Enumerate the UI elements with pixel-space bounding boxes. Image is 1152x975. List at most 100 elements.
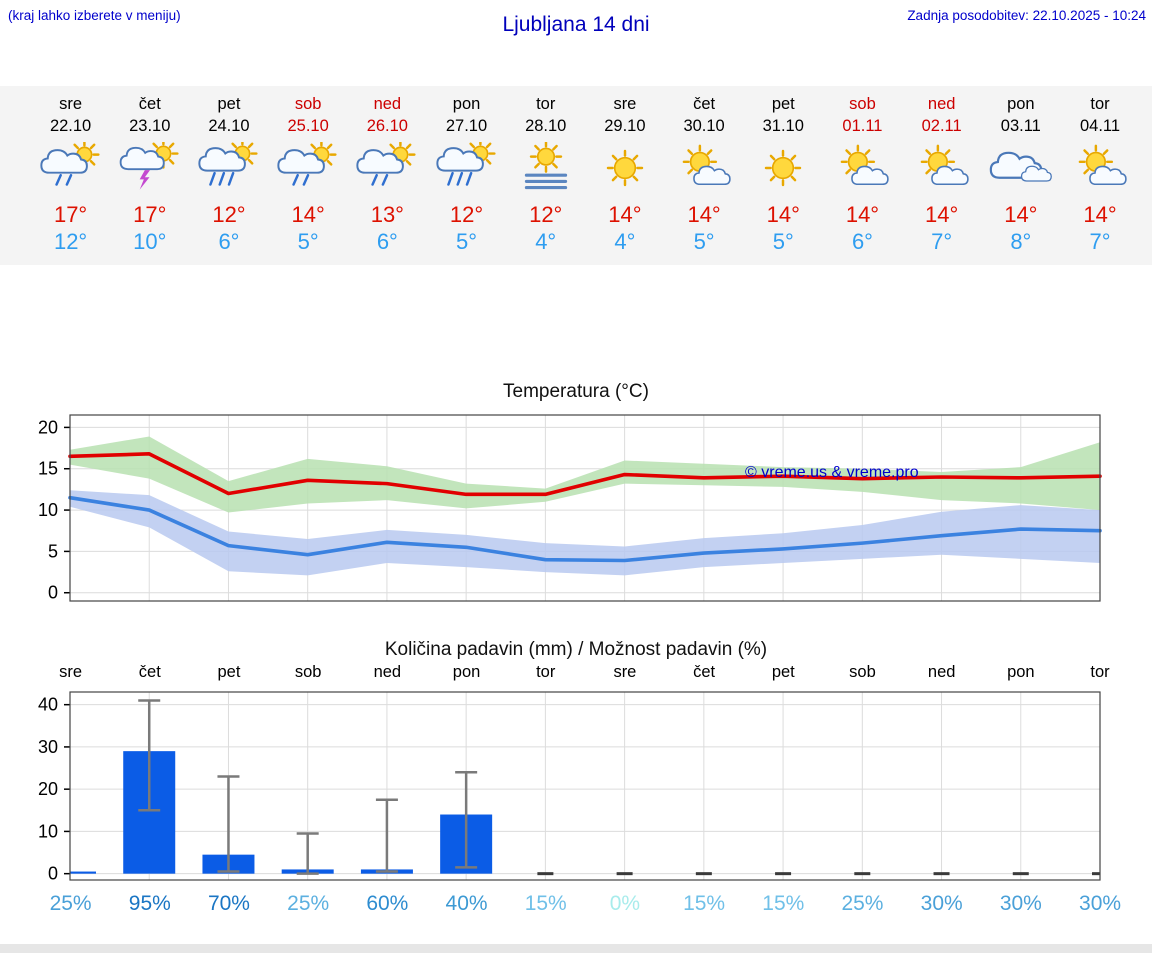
day-date: 29.10 — [604, 117, 646, 135]
precip-probability: 15% — [683, 892, 726, 915]
svg-text:0: 0 — [48, 864, 58, 884]
forecast-day[interactable]: pon 03.11 14° 8° — [981, 93, 1060, 255]
day-date: 28.10 — [525, 117, 567, 135]
sunny-icon — [585, 137, 664, 199]
precip-day-label: tor — [536, 663, 556, 681]
day-date: 01.11 — [842, 117, 883, 135]
page-title: Ljubljana 14 dni — [502, 13, 650, 36]
forecast-day[interactable]: sre 29.10 14° 4° — [585, 93, 664, 255]
sun-shower-icon — [269, 137, 348, 199]
precip-day-label: sre — [59, 663, 83, 681]
forecast-day[interactable]: ned 26.10 13° 6° — [348, 93, 427, 255]
forecast-day[interactable]: ned 02.11 14° 7° — [902, 93, 981, 255]
day-name: tor — [1090, 95, 1110, 113]
forecast-day[interactable]: tor 04.11 14° 7° — [1060, 93, 1139, 255]
temp-max: 14° — [687, 202, 721, 227]
forecast-day[interactable]: sre 22.10 17° 12° — [31, 93, 110, 255]
svg-text:20: 20 — [38, 779, 58, 799]
precip-probability: 15% — [524, 892, 567, 915]
day-date: 26.10 — [366, 117, 408, 135]
sun-thunderstorm-icon — [110, 137, 189, 199]
svg-text:20: 20 — [38, 417, 58, 437]
day-name: sre — [613, 95, 637, 113]
svg-text:10: 10 — [38, 500, 58, 520]
temperature-chart: 0 5 10 15 20 © vreme.us & vreme.pro — [38, 414, 1102, 603]
sun-shower-icon — [348, 137, 427, 199]
precip-day-label: sob — [294, 663, 322, 681]
svg-text:10: 10 — [38, 821, 58, 841]
day-date: 25.10 — [287, 117, 329, 135]
precip-day-label: ned — [373, 663, 402, 681]
precip-day-label: tor — [1090, 663, 1110, 681]
partly-sunny-icon — [902, 137, 981, 199]
precip-day-label: čet — [693, 663, 716, 681]
day-date: 22.10 — [49, 117, 92, 135]
precip-probability: 30% — [999, 892, 1042, 915]
temp-min: 6° — [851, 229, 873, 254]
forecast-day[interactable]: sob 01.11 14° 6° — [823, 93, 902, 255]
partly-sunny-icon — [823, 137, 902, 199]
temp-max: 14° — [925, 202, 959, 227]
svg-text:5: 5 — [48, 541, 58, 561]
temp-max: 14° — [291, 202, 325, 227]
svg-text:15: 15 — [38, 459, 58, 479]
precip-day-labels: sre čet pet sob ned pon tor sre čet pet sob ned pon t… — [31, 661, 1152, 686]
temp-min: 4° — [535, 229, 557, 254]
sunny-icon — [744, 137, 823, 199]
forecast-day[interactable]: pon 27.10 12° 5° — [427, 93, 506, 255]
temp-min: 8° — [1010, 229, 1032, 254]
day-name: čet — [138, 95, 161, 113]
temp-max: 17° — [133, 202, 167, 227]
partly-sunny-icon — [665, 137, 744, 199]
sun-fog-icon — [506, 137, 585, 199]
precip-day-label: pon — [452, 663, 481, 681]
day-date: 02.11 — [921, 117, 962, 135]
precip-day-label: pet — [217, 663, 241, 681]
precip-probability: 95% — [128, 892, 171, 915]
forecast-day[interactable]: čet 23.10 17° 10° — [110, 93, 189, 255]
precip-probability: 15% — [762, 892, 805, 915]
precip-day-label: sob — [849, 663, 876, 681]
last-update: Zadnja posodobitev: 22.10.2025 - 10:24 — [907, 8, 1146, 23]
sun-heavy-rain-icon — [427, 137, 506, 199]
temp-max: 14° — [608, 202, 642, 227]
forecast-day[interactable]: sob 25.10 14° 5° — [269, 93, 348, 255]
temp-min: 7° — [1089, 229, 1111, 254]
weather-page: (kraj lahko izberete v meniju) Ljubljana… — [0, 8, 1152, 953]
temp-max: 12° — [212, 202, 246, 227]
precip-probability: 25% — [841, 892, 884, 915]
precip-probability: 0% — [609, 892, 641, 915]
precip-day-label: čet — [138, 663, 161, 681]
day-name: ned — [927, 95, 956, 113]
day-name: pet — [217, 95, 241, 113]
temp-min: 10° — [133, 229, 167, 254]
forecast-day[interactable]: pet 31.10 14° 5° — [744, 93, 823, 255]
day-name: čet — [693, 95, 716, 113]
temp-min: 6° — [218, 229, 240, 254]
forecast-day[interactable]: čet 30.10 14° 5° — [665, 93, 744, 255]
precip-probability: 60% — [366, 892, 409, 915]
horizontal-scrollbar[interactable] — [0, 944, 1152, 953]
precip-day-label: pon — [1007, 663, 1035, 681]
temp-min: 5° — [297, 229, 319, 254]
day-name: sob — [849, 95, 876, 113]
sun-heavy-rain-icon — [189, 137, 268, 199]
temp-max: 14° — [766, 202, 800, 227]
temp-min: 6° — [376, 229, 398, 254]
day-name: sre — [59, 95, 83, 113]
day-name: sob — [294, 95, 322, 113]
precip-probability: 30% — [920, 892, 963, 915]
day-date: 27.10 — [445, 117, 488, 135]
temp-min: 4° — [614, 229, 636, 254]
temp-max: 14° — [1083, 202, 1117, 227]
svg-text:40: 40 — [38, 695, 58, 715]
precip-day-label: ned — [927, 663, 956, 681]
temp-max: 12° — [529, 202, 563, 227]
forecast-day[interactable]: tor 28.10 12° 4° — [506, 93, 585, 255]
temp-min: 5° — [456, 229, 478, 254]
precip-chart: 0 10 20 30 40 — [38, 691, 1101, 884]
precip-probability: 70% — [207, 892, 250, 915]
temp-max: 12° — [449, 202, 484, 227]
temp-min: 5° — [693, 229, 715, 254]
forecast-day[interactable]: pet 24.10 12° 6° — [189, 93, 268, 255]
